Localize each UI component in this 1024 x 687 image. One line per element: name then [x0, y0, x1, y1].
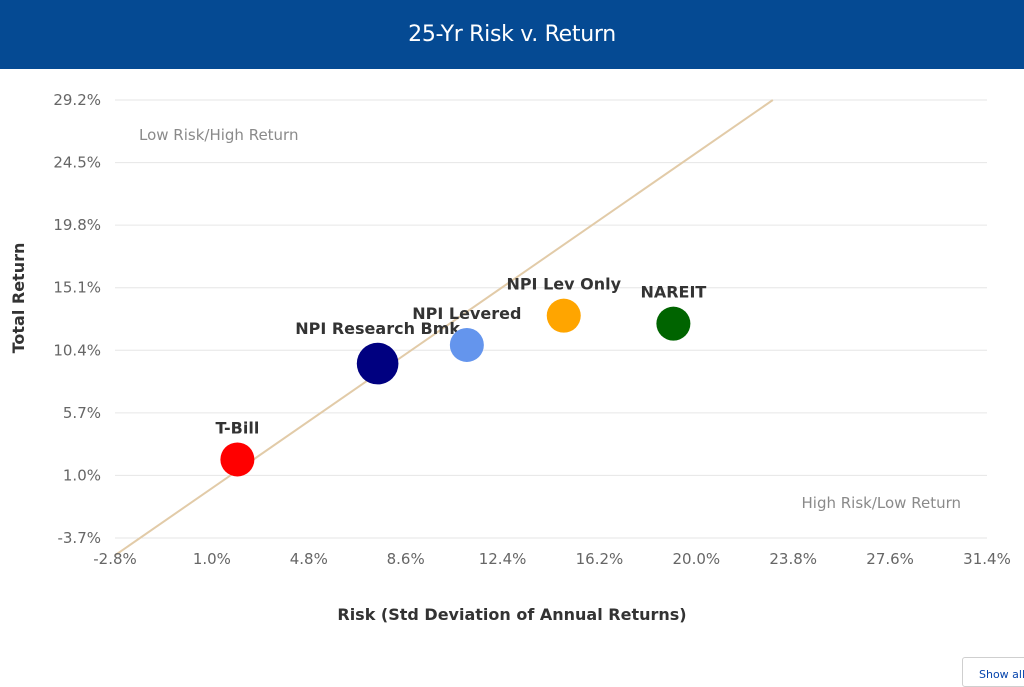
x-tick-label: -2.8% [93, 550, 137, 568]
x-tick-label: 23.8% [769, 550, 817, 568]
chart-header: 25-Yr Risk v. Return [0, 0, 1024, 69]
bubble-npi-lev-only[interactable] [546, 298, 581, 333]
bubble-npi-research-bmk[interactable] [356, 342, 399, 385]
y-tick-label: 24.5% [53, 154, 101, 172]
bubble-t-bill[interactable] [220, 442, 255, 477]
reference-line [114, 99, 774, 557]
x-tick-label: 16.2% [576, 550, 624, 568]
x-tick-label: 8.6% [387, 550, 425, 568]
bubble-nareit[interactable] [656, 306, 691, 341]
bubble-npi-levered[interactable] [449, 327, 484, 362]
y-tick-label: 5.7% [63, 404, 101, 422]
point-label-npi-levered: NPI Levered [412, 304, 521, 323]
y-tick-label: 10.4% [53, 341, 101, 359]
x-tick-label: 4.8% [290, 550, 328, 568]
x-tick-label: 1.0% [193, 550, 231, 568]
y-tick-label: 1.0% [63, 466, 101, 484]
x-tick-label: 20.0% [673, 550, 721, 568]
point-label-nareit: NAREIT [640, 283, 706, 302]
y-tick-label: 19.8% [53, 216, 101, 234]
y-tick-label: -3.7% [57, 529, 101, 547]
point-label-npi-lev-only: NPI Lev Only [506, 275, 621, 294]
x-tick-label: 12.4% [479, 550, 527, 568]
point-label-npi-research-bmk: NPI Research Bmk [295, 319, 460, 338]
point-label-t-bill: T-Bill [215, 418, 259, 437]
quadrant-label-low-risk-high-return: Low Risk/High Return [139, 126, 298, 144]
chart-title: 25-Yr Risk v. Return [408, 22, 616, 47]
y-tick-label: 15.1% [53, 279, 101, 297]
x-axis-title: Risk (Std Deviation of Annual Returns) [337, 605, 686, 624]
y-tick-label: 29.2% [53, 91, 101, 109]
show-all-button[interactable]: Show all [962, 657, 1024, 687]
y-axis-title: Total Return [9, 243, 28, 354]
quadrant-label-high-risk-low-return: High Risk/Low Return [802, 494, 961, 512]
x-tick-label: 27.6% [866, 550, 914, 568]
x-tick-label: 31.4% [963, 550, 1011, 568]
